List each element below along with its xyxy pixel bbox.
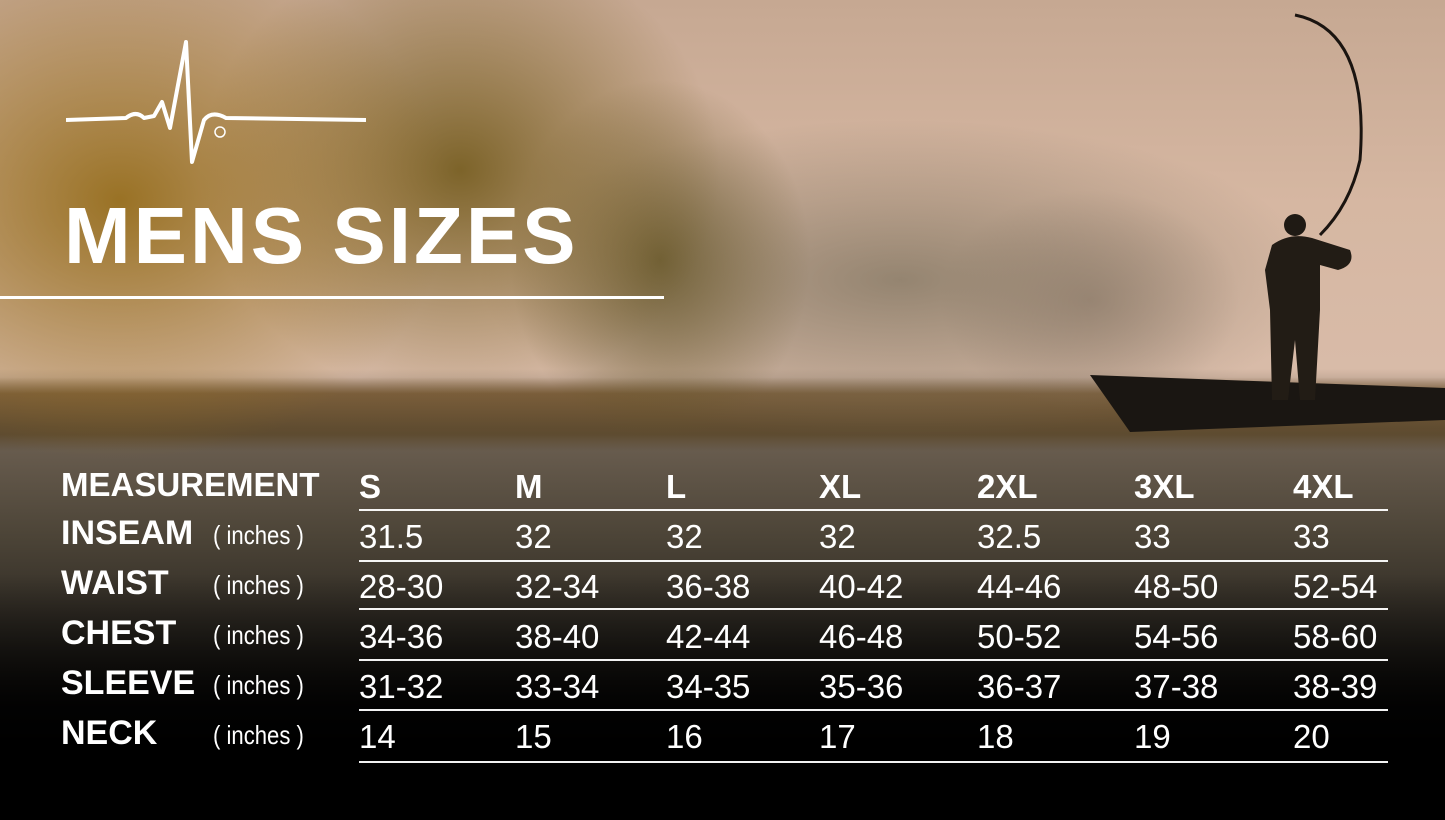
table-cell: 46-48 — [819, 618, 904, 655]
fisherman-boat-silhouette — [1090, 375, 1445, 432]
table-cell: 32 — [819, 518, 856, 555]
size-header: S — [359, 468, 382, 505]
row-divider — [359, 761, 1388, 763]
table-cell: 32 — [666, 518, 703, 555]
size-header: L — [666, 468, 687, 505]
size-header: 4XL — [1293, 468, 1354, 505]
title-divider — [0, 296, 664, 299]
table-cell: 34-35 — [666, 668, 751, 705]
row-divider — [359, 709, 1388, 711]
row-label: NECK — [61, 714, 158, 752]
row-unit: ( inches ) — [213, 670, 304, 700]
row-unit: ( inches ) — [213, 720, 304, 750]
table-cell: 38-39 — [1293, 668, 1378, 705]
table-cell: 48-50 — [1134, 568, 1219, 605]
table-cell: 58-60 — [1293, 618, 1378, 655]
table-cell: 52-54 — [1293, 568, 1378, 605]
table-cell: 32-34 — [515, 568, 600, 605]
size-header: 2XL — [977, 468, 1038, 505]
table-cell: 35-36 — [819, 668, 904, 705]
row-divider — [359, 659, 1388, 661]
table-cell: 33 — [1293, 518, 1330, 555]
row-unit: ( inches ) — [213, 570, 304, 600]
table-cell: 17 — [819, 718, 856, 755]
table-cell: 14 — [359, 718, 396, 755]
row-label: WAIST — [61, 564, 169, 602]
size-header: M — [515, 468, 543, 505]
table-cell: 15 — [515, 718, 552, 755]
table-cell: 36-38 — [666, 568, 751, 605]
table-cell: 33 — [1134, 518, 1171, 555]
table-cell: 38-40 — [515, 618, 600, 655]
table-cell: 44-46 — [977, 568, 1062, 605]
table-cell: 34-36 — [359, 618, 444, 655]
row-label: INSEAM — [61, 514, 194, 552]
header-measurement: MEASUREMENT — [61, 466, 320, 503]
table-cell: 19 — [1134, 718, 1171, 755]
table-cell: 37-38 — [1134, 668, 1219, 705]
brand-logo-heartbeat-icon — [66, 40, 366, 164]
table-cell: 33-34 — [515, 668, 600, 705]
table-cell: 31-32 — [359, 668, 444, 705]
page-title: MENS SIZES — [64, 191, 579, 280]
table-cell: 40-42 — [819, 568, 904, 605]
row-divider — [359, 509, 1388, 511]
table-cell: 32 — [515, 518, 552, 555]
size-header: 3XL — [1134, 468, 1195, 505]
table-cell: 20 — [1293, 718, 1330, 755]
row-divider — [359, 608, 1388, 610]
table-cell: 54-56 — [1134, 618, 1219, 655]
table-cell: 31.5 — [359, 518, 424, 555]
table-cell: 18 — [977, 718, 1014, 755]
table-cell: 50-52 — [977, 618, 1062, 655]
row-unit: ( inches ) — [213, 520, 304, 550]
row-label: SLEEVE — [61, 664, 196, 702]
fisherman-silhouette — [1265, 13, 1363, 400]
table-cell: 32.5 — [977, 518, 1042, 555]
table-cell: 16 — [666, 718, 703, 755]
size-header: XL — [819, 468, 862, 505]
row-unit: ( inches ) — [213, 620, 304, 650]
table-cell: 42-44 — [666, 618, 751, 655]
row-divider — [359, 560, 1388, 562]
table-cell: 28-30 — [359, 568, 444, 605]
table-cell: 36-37 — [977, 668, 1062, 705]
row-label: CHEST — [61, 614, 177, 652]
